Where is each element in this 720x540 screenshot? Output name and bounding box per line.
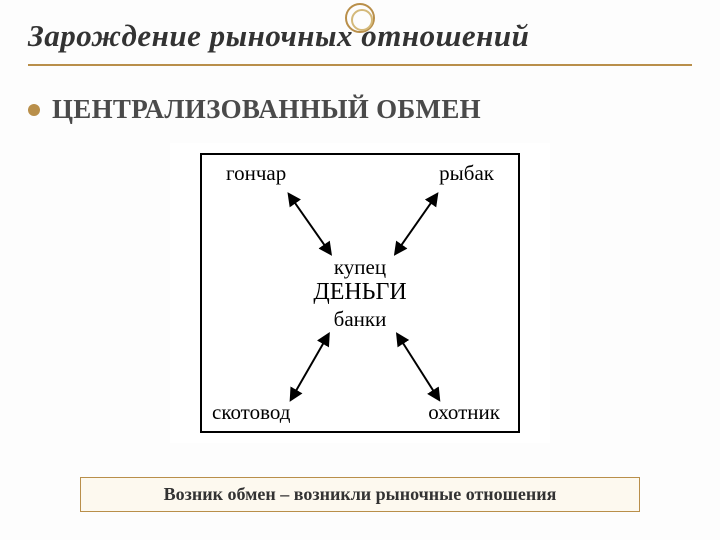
caption-text: Возник обмен – возникли рыночные отношен… — [164, 484, 557, 504]
slide: Зарождение рыночных отношений ЦЕНТРАЛИЗО… — [0, 0, 720, 540]
edge-top-right — [395, 194, 436, 253]
diagram-frame: гончар рыбак скотовод охотник купец ДЕНЬ… — [200, 153, 520, 433]
bullet-row: ЦЕНТРАЛИЗОВАННЫЙ ОБМЕН — [28, 94, 692, 125]
diagram: гончар рыбак скотовод охотник купец ДЕНЬ… — [170, 143, 550, 443]
node-top-left: гончар — [226, 161, 286, 186]
node-bottom-right: охотник — [428, 400, 500, 425]
divider-rule — [28, 64, 692, 66]
center-line-3: банки — [313, 307, 406, 331]
bullet-icon — [28, 104, 40, 116]
caption-box: Возник обмен – возникли рыночные отношен… — [80, 477, 640, 512]
edge-bottom-right — [397, 334, 438, 399]
edge-bottom-left — [291, 334, 328, 399]
decorative-circle-icon — [345, 3, 375, 33]
bullet-text: ЦЕНТРАЛИЗОВАННЫЙ ОБМЕН — [52, 94, 481, 125]
node-bottom-left: скотовод — [212, 400, 290, 425]
node-top-right: рыбак — [439, 161, 494, 186]
center-line-1: купец — [313, 255, 406, 279]
edge-top-left — [289, 194, 330, 253]
center-node: купец ДЕНЬГИ банки — [313, 255, 406, 331]
title-block: Зарождение рыночных отношений — [28, 18, 692, 66]
center-line-2: ДЕНЬГИ — [313, 279, 406, 307]
